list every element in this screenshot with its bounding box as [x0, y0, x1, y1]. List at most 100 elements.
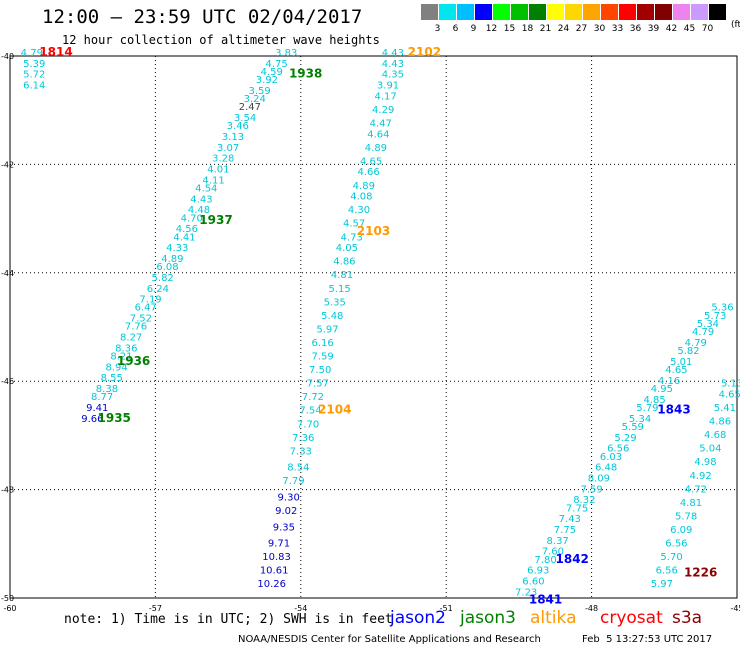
legend-swatch [511, 4, 528, 20]
legend-altika: altika [530, 608, 577, 628]
swh-value-label: 5.13 [721, 379, 740, 390]
swh-value-label: 8.37 [547, 536, 569, 547]
swh-value-label: 5.73 [704, 311, 726, 322]
legend-swatch [637, 4, 654, 20]
swh-value-label: 3.59 [248, 86, 270, 97]
swh-value-label: 4.86 [333, 257, 355, 268]
swh-value-label: 4.30 [348, 205, 370, 216]
legend-jason3: jason3 [460, 608, 516, 628]
swh-value-label: 8.36 [115, 343, 137, 354]
swh-value-label: 6.03 [600, 452, 622, 463]
swh-value-label: 4.11 [202, 175, 224, 186]
swh-value-label: 5.15 [328, 284, 350, 295]
swh-value-label: 4.68 [704, 430, 726, 441]
swh-value-label: 6.24 [147, 284, 169, 295]
legend-cryosat: cryosat [600, 608, 663, 628]
swh-value-label: 8.38 [96, 384, 118, 395]
swh-value-label: 7.79 [282, 476, 304, 487]
legend-swatch [547, 4, 564, 20]
swh-value-label: 4.17 [374, 91, 396, 102]
swh-value-label: 6.56 [656, 566, 678, 577]
swh-value-label: 7.57 [307, 379, 329, 390]
swh-value-label: 7.70 [297, 419, 319, 430]
swh-value-label: 4.79 [685, 338, 707, 349]
swh-value-label: 8.55 [101, 373, 123, 384]
swh-value-label: 6.60 [522, 576, 544, 587]
swh-value-label: 7.75 [566, 503, 588, 514]
swh-value-label: 5.41 [714, 403, 736, 414]
legend-label: 42 [665, 24, 678, 34]
swh-value-label: 4.89 [365, 143, 387, 154]
swh-value-label: 3.83 [275, 48, 297, 59]
legend-label: 24 [557, 24, 570, 34]
swh-value-label: 5.34 [697, 319, 719, 330]
swh-value-label: 5.48 [321, 311, 343, 322]
swh-value-label: 6.09 [670, 525, 692, 536]
swh-value-label: 5.72 [23, 70, 45, 81]
swh-value-label: 8.27 [120, 333, 142, 344]
swh-value-label: 7.72 [302, 392, 324, 403]
swh-value-label: 5.36 [711, 303, 733, 314]
swh-value-label: 4.89 [353, 181, 375, 192]
lat-tick-label: -40 [1, 52, 14, 61]
swh-value-label: 9.30 [278, 492, 300, 503]
swh-value-label: 5.01 [670, 357, 692, 368]
swh-value-label: 4.70 [181, 213, 203, 224]
swh-value-label: 4.05 [336, 243, 358, 254]
swh-value-label: 4.75 [265, 59, 287, 70]
lon-tick-label: -57 [149, 604, 162, 613]
legend-label: 45 [683, 24, 696, 34]
legend-label: 39 [647, 24, 660, 34]
swh-value-label: 5.82 [677, 346, 699, 357]
swh-value-label: 2.47 [239, 102, 261, 113]
swh-value-label: 5.39 [23, 59, 45, 70]
swh-value-label: 4.29 [372, 105, 394, 116]
swh-value-label: 4.47 [370, 118, 392, 129]
swh-value-label: 7.23 [515, 587, 537, 598]
lat-tick-label: -44 [1, 269, 14, 278]
swh-value-label: 7.75 [554, 525, 576, 536]
swh-value-label: 7.50 [309, 365, 331, 376]
swh-value-label: 8.94 [105, 362, 127, 373]
swh-value-label: 4.81 [680, 498, 702, 509]
lat-tick-label: -50 [1, 594, 14, 603]
legend-swatch [673, 4, 690, 20]
chart-title: 12:00 – 23:59 UTC 02/04/2017 [42, 6, 363, 28]
swh-value-label: 4.54 [195, 184, 217, 195]
swh-value-label: 4.89 [161, 254, 183, 265]
lon-tick-label: -48 [585, 604, 598, 613]
swh-value-label: 4.85 [643, 395, 665, 406]
legend-swatch [529, 4, 546, 20]
lon-tick-label: -51 [440, 604, 453, 613]
legend-jason2: jason2 [390, 608, 446, 628]
swh-value-label: 4.08 [350, 192, 372, 203]
swh-value-label: 5.35 [324, 297, 346, 308]
swh-value-label: 3.54 [234, 113, 256, 124]
pass-time-label: 1814 [39, 45, 72, 59]
lon-tick-label: -60 [3, 604, 16, 613]
lat-tick-label: -46 [1, 377, 14, 386]
map-frame [9, 55, 738, 599]
swh-value-label: 6.08 [156, 262, 178, 273]
pass-time-label: 1842 [556, 552, 589, 566]
legend-label: 18 [521, 24, 534, 34]
swh-value-label: 8.21 [110, 352, 132, 363]
swh-value-label: 4.57 [343, 219, 365, 230]
swh-value-label: 4.65 [665, 365, 687, 376]
swh-value-label: 8.77 [91, 392, 113, 403]
swh-value-label: 9.66 [81, 414, 103, 425]
swh-value-label: 4.79 [21, 48, 43, 59]
swh-value-label: 5.34 [629, 414, 651, 425]
legend-swatch [457, 4, 474, 20]
swh-value-label: 4.56 [176, 224, 198, 235]
legend-unit: (ft) [731, 20, 740, 30]
swh-value-label: 10.83 [262, 552, 291, 563]
swh-value-label: 4.64 [367, 129, 389, 140]
swh-value-label: 9.41 [86, 403, 108, 414]
swh-value-label: 8.32 [573, 495, 595, 506]
swh-value-label: 4.73 [341, 232, 363, 243]
legend-label: 33 [611, 24, 624, 34]
pass-time-label: 1936 [117, 354, 150, 368]
legend-label: 15 [503, 24, 516, 34]
swh-value-label: 5.78 [675, 511, 697, 522]
